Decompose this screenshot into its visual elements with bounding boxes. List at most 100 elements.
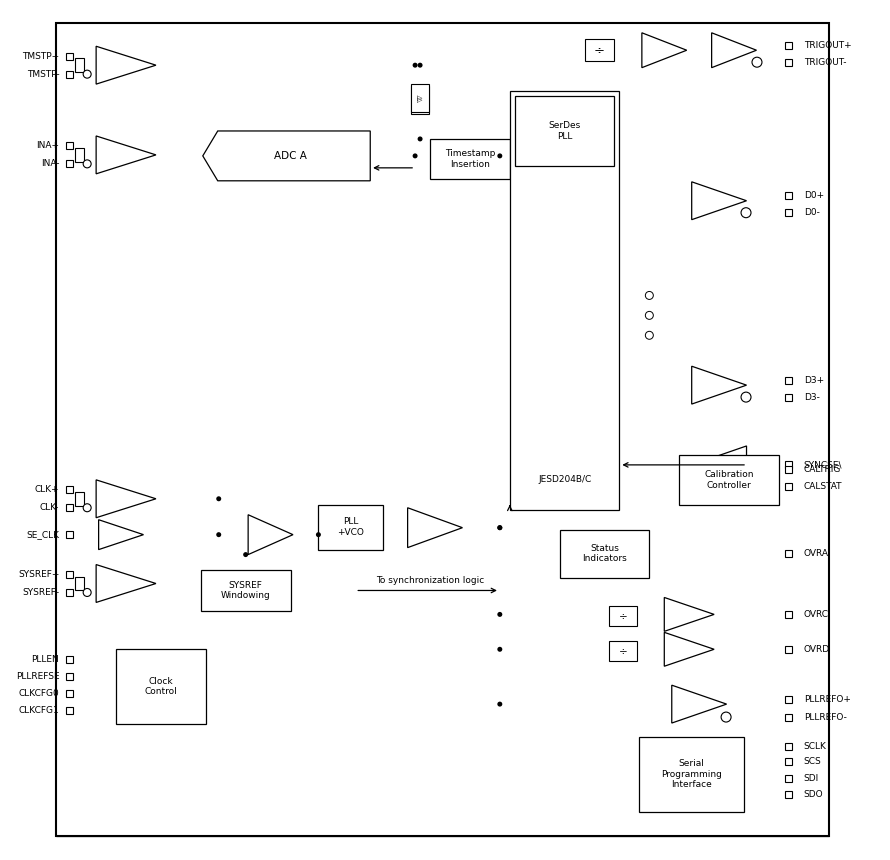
Circle shape <box>216 496 222 501</box>
Bar <box>66 690 73 697</box>
Circle shape <box>243 552 248 557</box>
Text: PLLEN: PLLEN <box>31 654 60 664</box>
Circle shape <box>83 71 91 78</box>
Circle shape <box>498 153 502 158</box>
Bar <box>560 530 650 578</box>
Text: PLLREFO-: PLLREFO- <box>804 713 846 722</box>
Text: ADC A: ADC A <box>274 150 307 161</box>
Bar <box>56 23 829 836</box>
Bar <box>75 576 85 591</box>
Bar <box>66 160 73 168</box>
Circle shape <box>741 208 751 218</box>
Text: CLKCFG0: CLKCFG0 <box>19 689 60 697</box>
Bar <box>785 483 792 490</box>
Bar <box>514 96 614 166</box>
Bar <box>411 84 429 112</box>
Text: TMSTP+: TMSTP+ <box>22 52 60 61</box>
Text: CLKCFG1: CLKCFG1 <box>19 705 60 715</box>
Circle shape <box>413 63 417 68</box>
Text: D3+: D3+ <box>804 376 824 384</box>
Polygon shape <box>99 519 143 550</box>
Bar <box>66 673 73 679</box>
Bar <box>785 209 792 216</box>
Polygon shape <box>664 632 714 666</box>
Bar <box>66 486 73 494</box>
Bar <box>785 466 792 473</box>
Bar <box>66 71 73 77</box>
Bar <box>430 139 510 179</box>
Polygon shape <box>248 515 293 555</box>
Text: PLLREFSE: PLLREFSE <box>16 672 60 681</box>
Text: SerDes
PLL: SerDes PLL <box>548 121 581 141</box>
Bar <box>785 42 792 49</box>
Text: ÷: ÷ <box>619 646 627 656</box>
Bar <box>66 656 73 663</box>
Bar <box>785 776 792 783</box>
Bar <box>66 143 73 150</box>
Text: Status
Indicators: Status Indicators <box>582 544 627 563</box>
Bar <box>585 40 614 61</box>
Bar <box>75 492 85 506</box>
Bar <box>66 571 73 578</box>
Text: Clock
Control: Clock Control <box>144 677 177 697</box>
Text: SDO: SDO <box>804 790 823 799</box>
Bar <box>785 58 792 65</box>
Circle shape <box>645 331 653 340</box>
Bar <box>201 569 290 611</box>
Circle shape <box>498 525 502 530</box>
Bar <box>679 455 779 505</box>
Text: SE_CLK: SE_CLK <box>26 530 60 539</box>
Bar <box>785 462 792 469</box>
Text: D3-: D3- <box>804 393 820 402</box>
Text: SYSREF
Windowing: SYSREF Windowing <box>221 580 271 600</box>
Polygon shape <box>692 366 747 404</box>
Text: TMSTP-: TMSTP- <box>27 70 60 78</box>
Bar <box>411 86 429 114</box>
Text: SDI: SDI <box>804 774 819 783</box>
Bar <box>785 759 792 765</box>
Text: CLK+: CLK+ <box>35 485 60 494</box>
Circle shape <box>413 153 417 158</box>
Text: PLLREFO+: PLLREFO+ <box>804 695 851 703</box>
Circle shape <box>83 504 91 512</box>
Circle shape <box>498 647 502 652</box>
Bar <box>785 714 792 721</box>
Bar <box>66 531 73 538</box>
Polygon shape <box>664 598 714 631</box>
Polygon shape <box>692 446 747 484</box>
Polygon shape <box>712 33 756 68</box>
Polygon shape <box>692 181 747 219</box>
Bar <box>785 377 792 384</box>
Bar <box>785 193 792 200</box>
Circle shape <box>417 137 423 141</box>
Text: ÷: ÷ <box>619 611 627 622</box>
Text: D0-: D0- <box>804 208 820 218</box>
Text: ▷: ▷ <box>417 95 423 101</box>
Bar <box>116 649 206 724</box>
Text: OVRA: OVRA <box>804 549 829 558</box>
Circle shape <box>498 525 502 530</box>
Bar <box>66 504 73 511</box>
Text: TRIGOUT-: TRIGOUT- <box>804 58 846 67</box>
Text: CALSTAT: CALSTAT <box>804 482 842 491</box>
Bar <box>785 791 792 798</box>
Bar <box>785 550 792 557</box>
Polygon shape <box>408 507 463 548</box>
Polygon shape <box>672 685 726 723</box>
Bar <box>785 696 792 703</box>
Circle shape <box>645 292 653 299</box>
Text: TRIGOUT+: TRIGOUT+ <box>804 40 852 50</box>
Bar <box>510 91 619 510</box>
Text: CALTRIG: CALTRIG <box>804 465 841 475</box>
Circle shape <box>741 392 751 402</box>
Circle shape <box>645 311 653 319</box>
Circle shape <box>216 532 222 538</box>
Bar <box>66 52 73 59</box>
Text: D0+: D0+ <box>804 191 824 200</box>
Bar <box>66 589 73 596</box>
Bar <box>785 744 792 751</box>
Text: To synchronization logic: To synchronization logic <box>376 576 484 585</box>
Text: OVRD: OVRD <box>804 645 830 654</box>
Text: INA-: INA- <box>41 159 60 169</box>
Text: SYSREF+: SYSREF+ <box>18 570 60 579</box>
